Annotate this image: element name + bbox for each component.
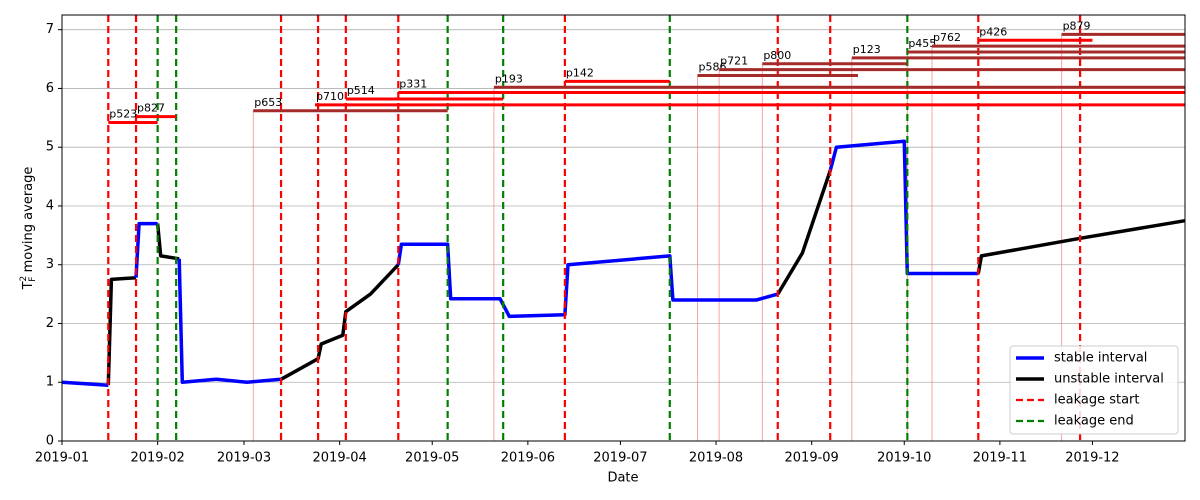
y-label-sub: F xyxy=(28,277,38,282)
leak-label: p426 xyxy=(979,25,1007,38)
x-tick-label: 2019-07 xyxy=(593,451,647,466)
leak-label: p142 xyxy=(566,66,594,79)
y-tick-label: 3 xyxy=(46,257,54,272)
x-tick-label: 2019-04 xyxy=(313,451,367,466)
series-line xyxy=(106,170,1186,386)
y-tick-label: 5 xyxy=(46,140,54,155)
y-label-symbol: T xyxy=(21,281,36,290)
x-tick-label: 2019-06 xyxy=(501,451,555,466)
y-tick-label: 7 xyxy=(46,22,54,37)
leak-label: p123 xyxy=(853,43,881,56)
plot-frame xyxy=(61,14,1186,442)
leak-label: p710 xyxy=(316,90,344,103)
y-label-sup: 2 xyxy=(19,276,29,282)
x-tick-label: 2019-01 xyxy=(35,451,89,466)
leak-label: p879 xyxy=(1063,19,1091,32)
leak-label: p331 xyxy=(399,78,427,91)
y-tick-label: 4 xyxy=(46,198,54,213)
y-tick-label: 0 xyxy=(46,434,54,449)
leak-label: p762 xyxy=(933,31,961,44)
y-label-text: moving average xyxy=(21,167,36,277)
leak-label: p455 xyxy=(908,37,936,50)
leak-label: p653 xyxy=(254,96,282,109)
y-tick-label: 6 xyxy=(46,81,54,96)
leak-label: p514 xyxy=(347,84,375,97)
x-tick-label: 2019-08 xyxy=(689,451,743,466)
series-line xyxy=(61,139,979,387)
x-tick-label: 2019-03 xyxy=(217,451,271,466)
leak-label: p523 xyxy=(109,108,137,121)
legend-label: leakage start xyxy=(1054,393,1140,408)
leak-label: p193 xyxy=(495,72,523,85)
x-tick-label: 2019-11 xyxy=(973,451,1027,466)
y-tick-label: 2 xyxy=(46,316,54,331)
leak-label: p827 xyxy=(137,102,165,115)
legend-label: leakage end xyxy=(1054,414,1134,429)
x-axis-label: Date xyxy=(607,471,638,486)
y-axis-label: T2F moving average xyxy=(19,167,38,291)
x-tick-label: 2019-02 xyxy=(130,451,184,466)
legend-label: unstable interval xyxy=(1054,372,1164,387)
y-tick-label: 1 xyxy=(46,375,54,390)
leak-label: p800 xyxy=(763,49,791,62)
legend-box xyxy=(1009,345,1179,435)
x-tick-label: 2019-12 xyxy=(1065,451,1119,466)
x-tick-label: 2019-10 xyxy=(877,451,931,466)
leak-label: p721 xyxy=(720,55,748,68)
legend-label: stable interval xyxy=(1054,351,1147,366)
x-tick-label: 2019-05 xyxy=(405,451,459,466)
x-tick-label: 2019-09 xyxy=(785,451,839,466)
